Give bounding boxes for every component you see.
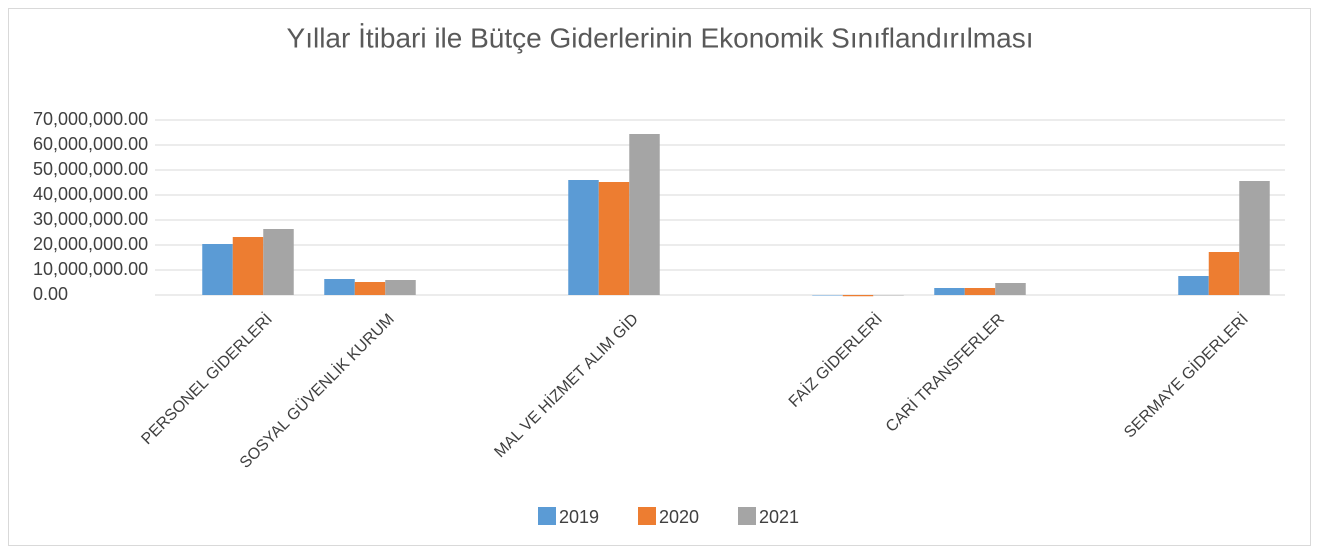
bar (598, 182, 630, 295)
bar (1239, 181, 1270, 295)
bar (934, 288, 965, 295)
bar (385, 280, 416, 295)
bar (1178, 276, 1209, 295)
legend-label: 2020 (659, 507, 699, 527)
bar (842, 295, 874, 297)
bar (964, 288, 996, 295)
y-tick-label: 20,000,000.00 (33, 234, 148, 254)
legend-label: 2021 (759, 507, 799, 527)
legend-swatch (538, 507, 556, 525)
bar (995, 283, 1026, 295)
y-tick-label: 10,000,000.00 (33, 259, 148, 279)
bar (1208, 252, 1240, 295)
bar (812, 295, 843, 296)
bar (324, 279, 355, 295)
y-tick-label: 40,000,000.00 (33, 184, 148, 204)
legend-swatch (738, 507, 756, 525)
y-tick-label: 0.00 (33, 284, 68, 304)
y-tick-label: 30,000,000.00 (33, 209, 148, 229)
y-tick-label: 60,000,000.00 (33, 134, 148, 154)
legend-swatch (638, 507, 656, 525)
y-tick-label: 50,000,000.00 (33, 159, 148, 179)
bar (232, 237, 264, 295)
bar (873, 295, 904, 296)
legend-label: 2019 (559, 507, 599, 527)
bar (568, 180, 599, 295)
bar (629, 134, 660, 295)
bar (263, 229, 294, 295)
bar (202, 244, 233, 295)
y-tick-label: 70,000,000.00 (33, 109, 148, 129)
bar (354, 282, 386, 295)
chart-title: Yıllar İtibari ile Bütçe Giderlerinin Ek… (287, 22, 1034, 53)
